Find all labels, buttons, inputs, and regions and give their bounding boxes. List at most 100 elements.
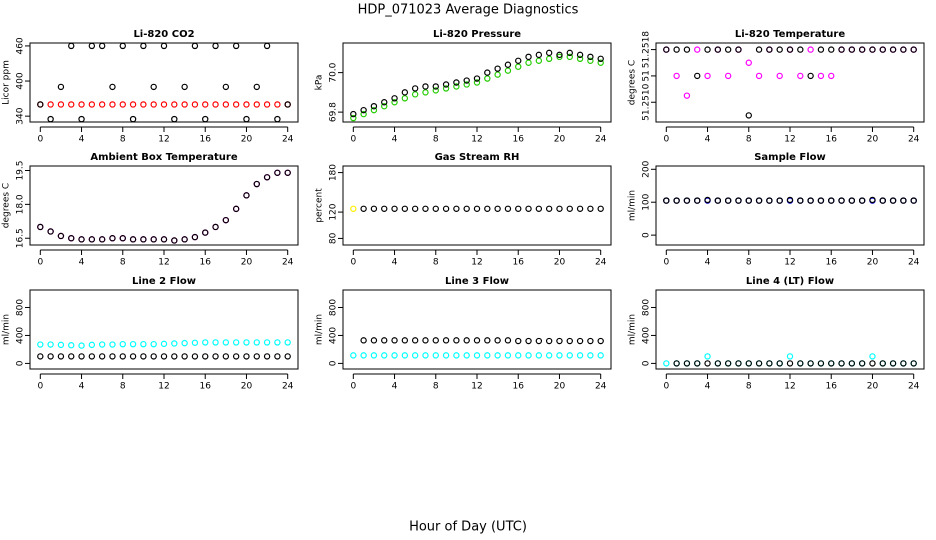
data-point xyxy=(807,72,814,80)
data-point xyxy=(109,101,116,108)
data-point xyxy=(160,340,168,348)
data-point xyxy=(484,75,491,82)
data-point xyxy=(181,236,188,243)
data-point xyxy=(807,46,814,53)
y-tick-label: 120 xyxy=(329,203,339,220)
data-point xyxy=(243,101,250,108)
data-point xyxy=(150,340,157,348)
data-point xyxy=(98,101,106,108)
data-point xyxy=(411,85,419,92)
data-point xyxy=(694,197,701,204)
x-tick-label: 12 xyxy=(158,382,169,392)
data-point xyxy=(463,205,470,212)
x-tick-label: 0 xyxy=(350,258,356,268)
data-point xyxy=(212,42,219,50)
data-point xyxy=(212,223,219,231)
data-point xyxy=(422,337,429,344)
x-tick-label: 4 xyxy=(705,382,711,392)
data-point xyxy=(68,42,75,50)
data-point xyxy=(232,339,240,346)
x-tick-label: 16 xyxy=(200,382,212,392)
data-point xyxy=(150,101,157,108)
data-point xyxy=(47,101,54,108)
x-tick-label: 0 xyxy=(37,382,43,392)
y-tick-label: 800 xyxy=(329,299,339,316)
data-point xyxy=(745,59,752,66)
data-point xyxy=(401,95,409,102)
data-point xyxy=(78,115,85,123)
data-point xyxy=(37,223,44,231)
data-point xyxy=(828,360,835,367)
data-point xyxy=(401,205,409,212)
data-point xyxy=(879,360,886,367)
data-point xyxy=(817,46,825,53)
data-point xyxy=(57,341,65,349)
data-point xyxy=(88,353,96,360)
data-point xyxy=(453,83,460,90)
data-point xyxy=(243,192,250,199)
data-point xyxy=(494,352,501,359)
data-point xyxy=(391,95,398,102)
data-point xyxy=(515,57,522,64)
x-tick-label: 8 xyxy=(433,135,439,145)
data-point xyxy=(171,353,178,360)
data-point xyxy=(673,46,680,53)
data-point xyxy=(838,360,845,367)
data-point xyxy=(202,101,209,108)
x-tick-label: 24 xyxy=(908,258,920,268)
data-point xyxy=(401,337,409,344)
data-point xyxy=(556,337,563,345)
data-point xyxy=(381,352,388,359)
data-point xyxy=(442,205,450,212)
x-tick-label: 8 xyxy=(746,135,752,145)
data-point xyxy=(786,46,794,53)
data-point xyxy=(704,353,711,360)
x-tick-label: 16 xyxy=(200,135,212,145)
data-point xyxy=(422,89,429,96)
data-point xyxy=(181,83,188,91)
data-point xyxy=(401,352,409,359)
data-point xyxy=(171,340,178,347)
data-point xyxy=(797,72,804,80)
panel-title: Sample Flow xyxy=(754,152,826,163)
data-point xyxy=(212,339,219,346)
data-point xyxy=(766,197,773,204)
data-point xyxy=(360,106,367,114)
data-point xyxy=(673,360,680,367)
data-point xyxy=(243,339,250,346)
data-point xyxy=(360,205,367,212)
plot-frame xyxy=(655,165,925,246)
data-point xyxy=(442,81,450,88)
x-tick-label: 0 xyxy=(350,135,356,145)
data-point xyxy=(673,197,680,204)
data-point xyxy=(274,353,281,360)
data-point xyxy=(910,360,917,367)
data-point xyxy=(515,63,522,70)
x-tick-label: 12 xyxy=(471,258,482,268)
data-point xyxy=(535,205,543,212)
data-point xyxy=(828,46,835,53)
x-tick-label: 16 xyxy=(200,258,212,268)
y-tick-label: 51.2518 xyxy=(642,31,652,68)
data-point xyxy=(545,337,553,345)
data-point xyxy=(683,92,691,99)
data-point xyxy=(504,67,512,74)
data-point xyxy=(838,46,845,53)
data-point xyxy=(694,72,701,80)
y-tick-label: 69.8 xyxy=(329,102,339,122)
data-point xyxy=(360,352,367,359)
data-point xyxy=(150,83,157,91)
data-point xyxy=(556,352,563,359)
data-point xyxy=(663,197,670,204)
data-point xyxy=(191,101,199,108)
data-point xyxy=(263,101,271,108)
data-point xyxy=(494,71,501,78)
data-point xyxy=(566,352,573,359)
data-point xyxy=(253,83,260,91)
x-tick-label: 0 xyxy=(663,135,669,145)
data-point xyxy=(411,91,419,98)
x-tick-label: 16 xyxy=(826,135,838,145)
data-point xyxy=(858,197,866,204)
data-point xyxy=(243,115,250,123)
data-point xyxy=(525,53,532,61)
